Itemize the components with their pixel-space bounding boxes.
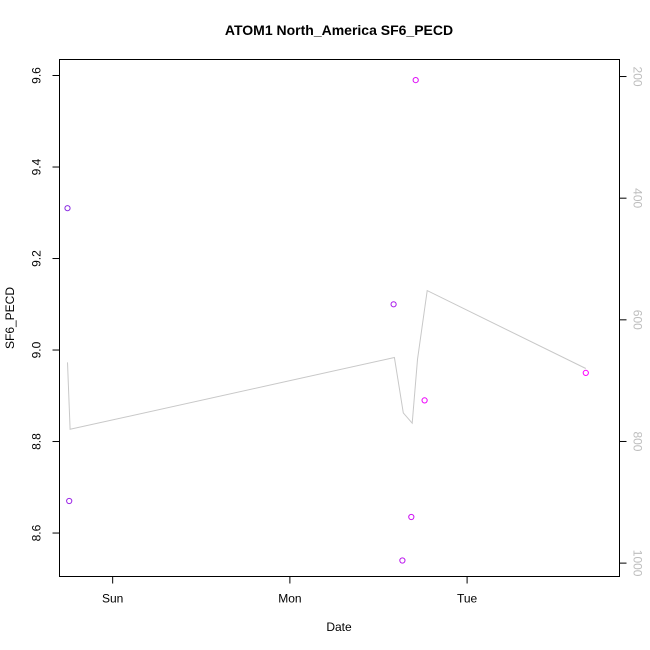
y-tick-label: 9.2: [30, 250, 44, 267]
line-series: [67, 289, 587, 430]
y-tick-label: 8.6: [30, 524, 44, 541]
x-tick-label: Mon: [278, 592, 301, 606]
y-tick-label: 9.0: [30, 341, 44, 358]
x-tick-label: Sun: [102, 592, 123, 606]
y-tick-label: 8.8: [30, 433, 44, 450]
data-point: [582, 369, 589, 376]
data-point: [390, 301, 397, 308]
data-point: [399, 557, 406, 564]
series-line: [67, 289, 587, 430]
x-axis: Sun Mon Tue: [102, 576, 478, 606]
x-tick-label: Tue: [457, 592, 478, 606]
plot-frame: [59, 59, 620, 577]
y2-tick-label: 600: [631, 310, 645, 330]
y-axis-right: 200 400 600 800 1000: [619, 67, 645, 577]
y2-tick-label: 800: [631, 431, 645, 451]
y2-tick-label: 400: [631, 188, 645, 208]
data-point: [408, 513, 415, 521]
chart-title: ATOM1 North_America SF6_PECD: [225, 22, 453, 38]
y-tick-label: 9.4: [30, 158, 44, 175]
x-axis-label: Date: [326, 620, 352, 634]
point-series: [64, 77, 589, 564]
data-point: [421, 397, 428, 404]
data-point: [66, 497, 73, 505]
data-point: [412, 77, 419, 84]
y2-tick-label: 1000: [631, 550, 645, 577]
y-axis-left: 8.6 8.8 9.0 9.2 9.4 9.6: [30, 67, 60, 541]
data-point: [64, 205, 71, 212]
y2-tick-label: 200: [631, 67, 645, 87]
y-axis-label: SF6_PECD: [3, 287, 17, 349]
y-tick-label: 9.6: [30, 67, 44, 84]
